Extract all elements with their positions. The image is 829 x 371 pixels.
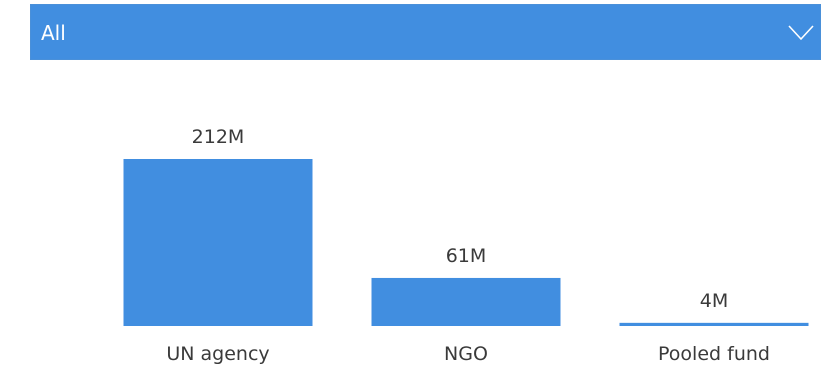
category-label-un-agency: UN agency — [166, 343, 269, 365]
bar-un-agency[interactable] — [123, 159, 313, 326]
bar-ngo[interactable] — [371, 277, 561, 326]
data-label-pooled-fund: 4M — [700, 290, 728, 312]
category-label-pooled-fund: Pooled fund — [658, 343, 770, 365]
data-label-ngo: 61M — [446, 245, 487, 267]
filter-dropdown[interactable]: All — [30, 4, 821, 60]
category-label-ngo: NGO — [444, 343, 488, 365]
chevron-down-icon[interactable] — [788, 25, 814, 41]
filter-selected-value: All — [41, 21, 66, 45]
bar-pooled-fund[interactable] — [619, 322, 809, 326]
data-label-un-agency: 212M — [192, 126, 245, 148]
